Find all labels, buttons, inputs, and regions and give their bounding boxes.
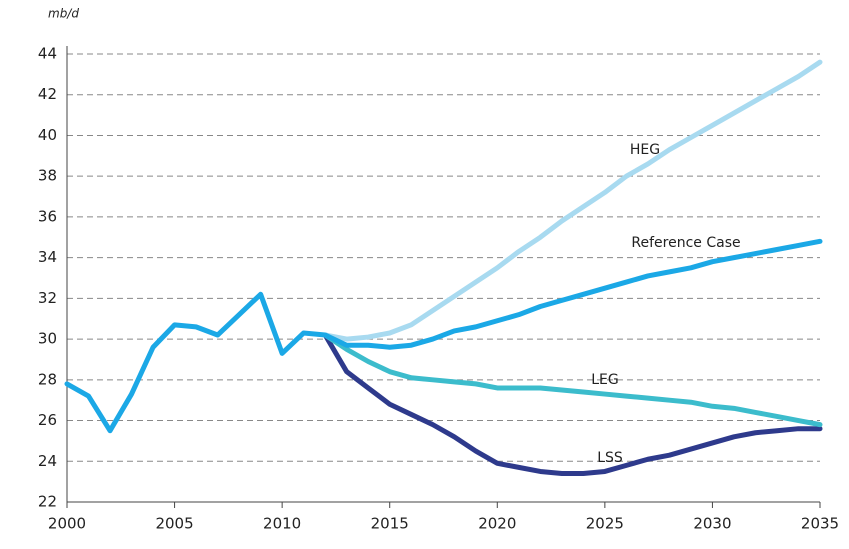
series-label: LSS (597, 450, 623, 466)
y-tick-label: 38 (38, 167, 57, 185)
series-line (64, 238, 823, 434)
y-tick-label: 42 (38, 85, 57, 103)
x-tick-label: 2030 (693, 515, 731, 533)
y-tick-label: 44 (38, 45, 57, 63)
y-axis-unit: mb/d (48, 7, 79, 21)
series-line (322, 59, 823, 342)
y-tick-label: 22 (38, 493, 57, 511)
x-tick-label: 2025 (586, 515, 624, 533)
x-tick-label: 2010 (263, 515, 301, 533)
x-tick-label: 2005 (155, 515, 193, 533)
y-tick-label: 30 (38, 330, 57, 348)
y-tick-label: 34 (38, 248, 57, 266)
x-tick-label: 2020 (478, 515, 516, 533)
y-tick-label: 40 (38, 126, 57, 144)
y-tick-label: 36 (38, 207, 57, 225)
series-label: LEG (591, 372, 619, 388)
series-line (322, 332, 823, 428)
x-tick-label: 2035 (801, 515, 839, 533)
series-label: Reference Case (631, 235, 740, 251)
y-tick-label: 24 (38, 452, 57, 470)
series-line (322, 332, 823, 476)
y-tick-label: 28 (38, 370, 57, 388)
x-tick-label: 2000 (48, 515, 86, 533)
x-tick-label: 2015 (371, 515, 409, 533)
y-tick-label: 26 (38, 411, 57, 429)
series-label: HEG (630, 142, 660, 158)
y-tick-label: 32 (38, 289, 57, 307)
